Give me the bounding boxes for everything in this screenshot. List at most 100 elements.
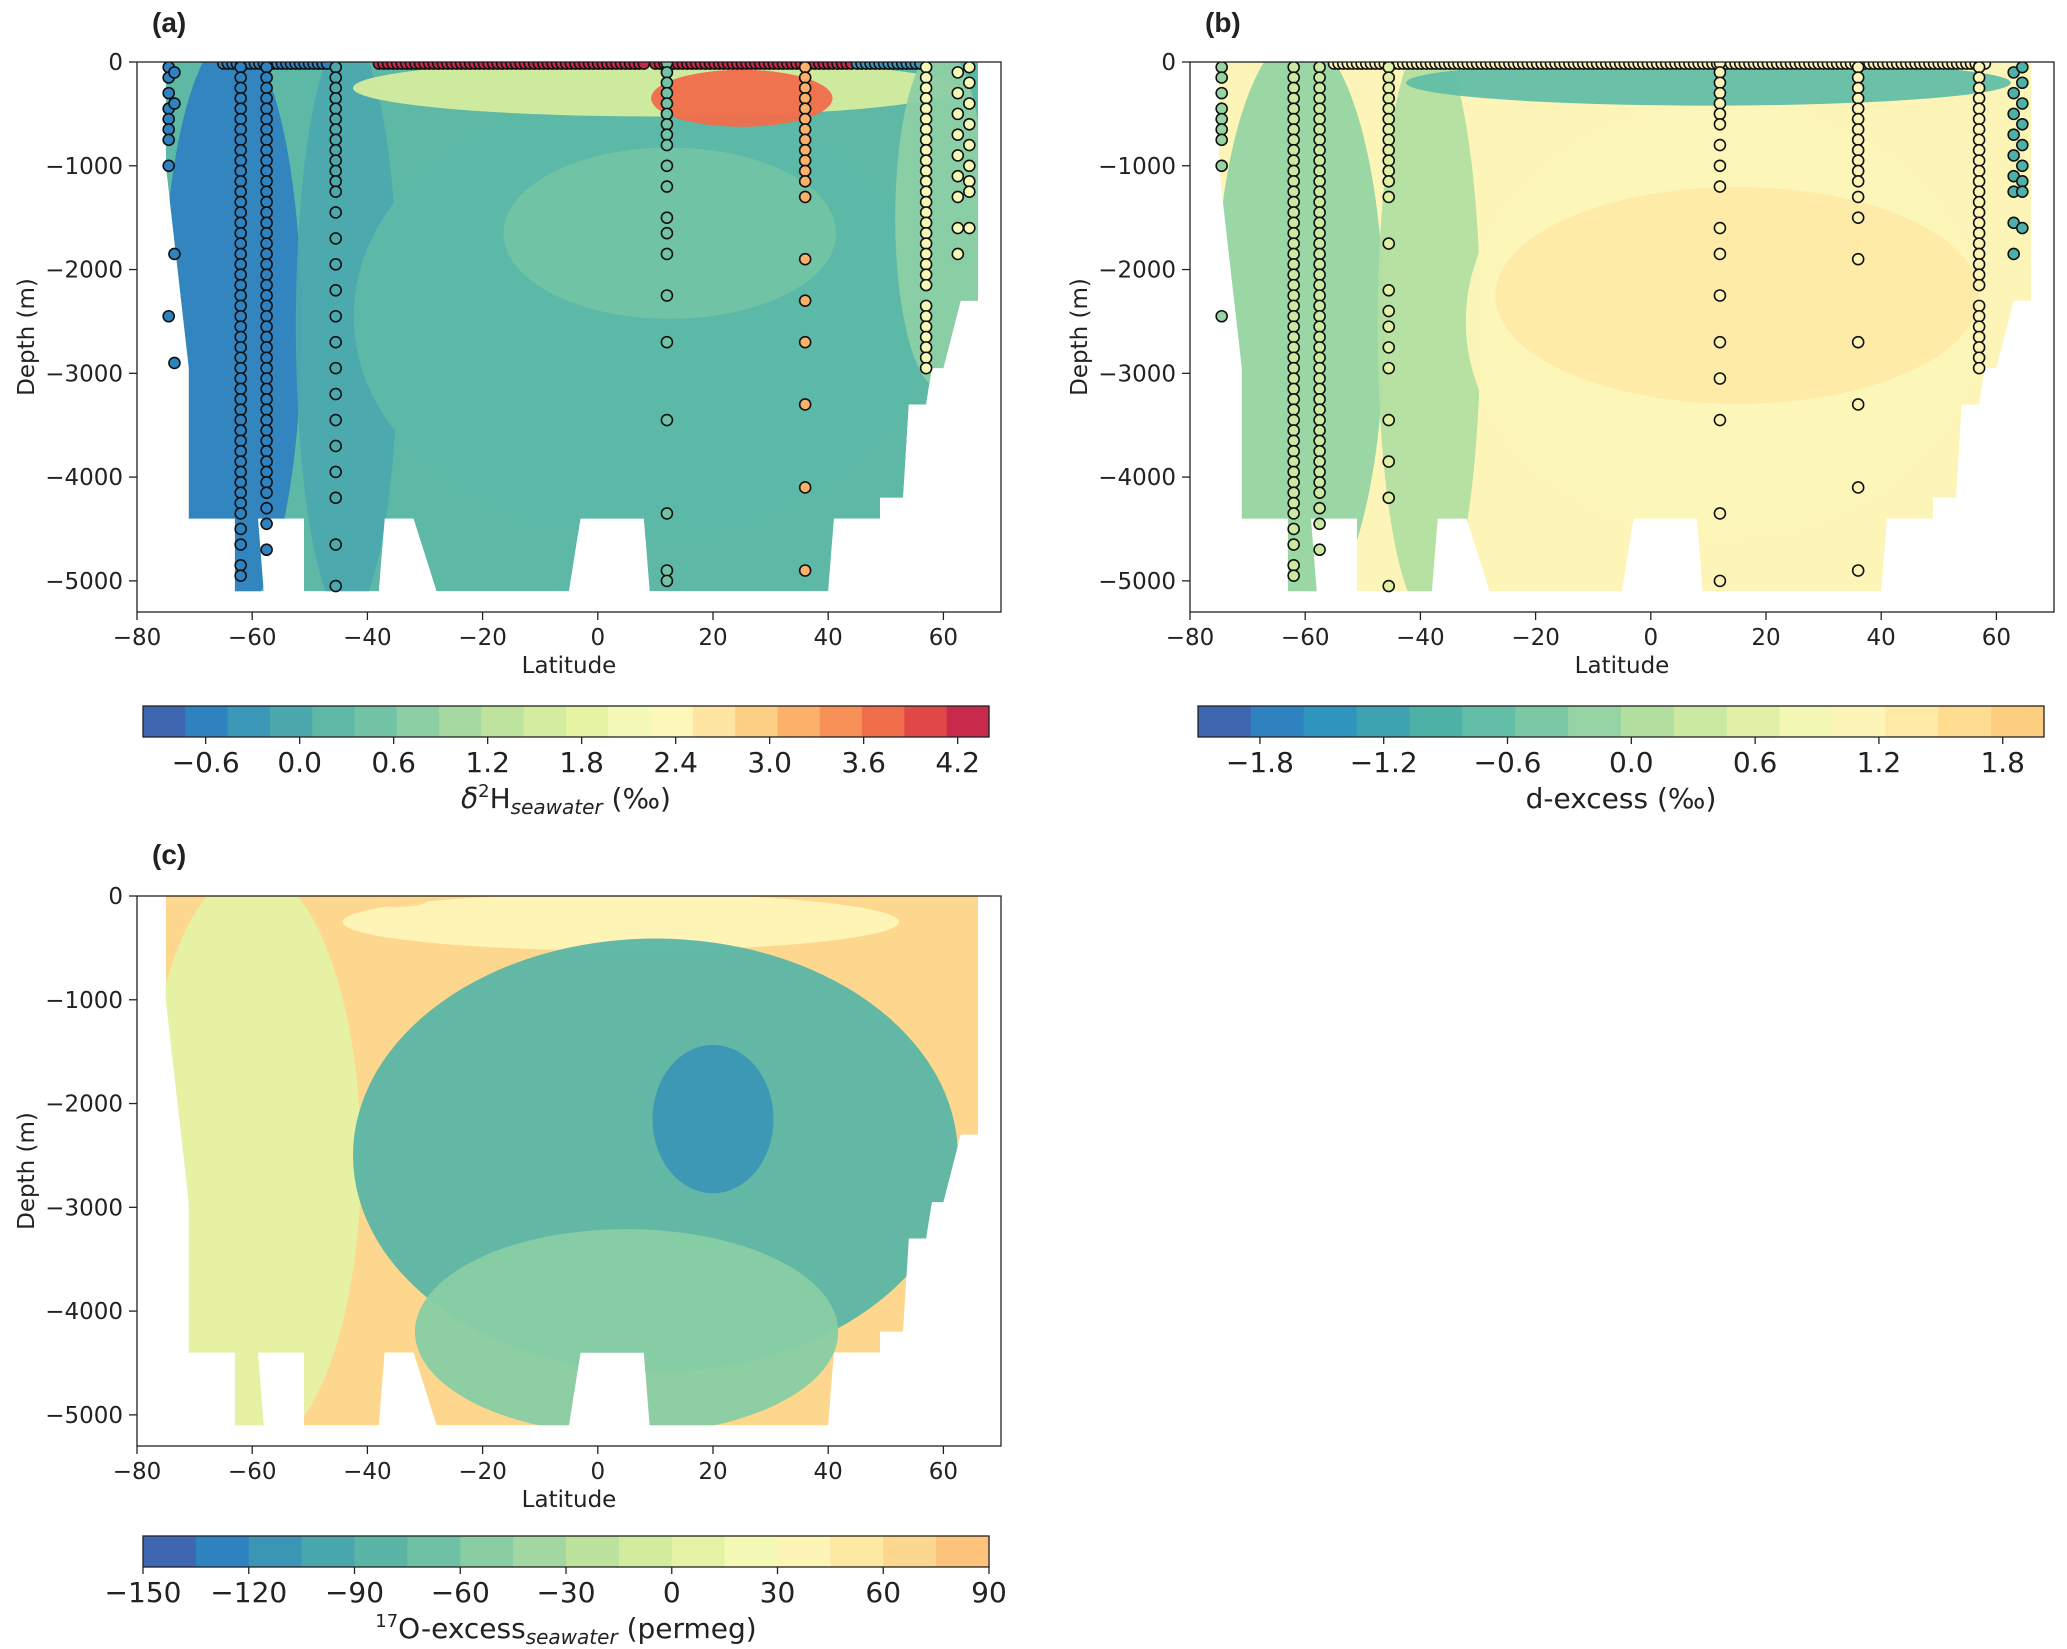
station-sample-marker bbox=[329, 309, 343, 323]
station-sample-marker bbox=[234, 226, 247, 240]
station-sample-marker bbox=[329, 387, 343, 401]
station-sample-marker bbox=[260, 475, 273, 489]
station-sample-marker bbox=[234, 195, 247, 209]
x-axis-label: Latitude bbox=[1575, 653, 1670, 679]
colorbar-segment bbox=[227, 706, 271, 737]
station-sample-marker bbox=[1287, 413, 1300, 427]
station-sample-marker bbox=[162, 159, 175, 173]
station-sample-marker bbox=[1287, 351, 1300, 365]
colorbar-segment bbox=[1198, 706, 1252, 737]
station-sample-marker bbox=[1382, 92, 1396, 105]
station-sample-marker bbox=[260, 226, 273, 240]
station-sample-marker bbox=[1382, 455, 1396, 468]
station-sample-marker bbox=[1972, 226, 1986, 240]
x-tick-label: 40 bbox=[814, 625, 843, 651]
station-sample-marker bbox=[234, 123, 247, 136]
station-sample-marker bbox=[660, 76, 674, 90]
station-sample-marker bbox=[660, 289, 674, 302]
colorbar-segment bbox=[301, 1536, 356, 1567]
station-sample-marker bbox=[260, 372, 273, 385]
colorbar-segment bbox=[185, 706, 229, 737]
station-sample-marker bbox=[162, 309, 175, 323]
station-sample-marker bbox=[1287, 496, 1300, 510]
station-sample-marker bbox=[1313, 278, 1326, 292]
station-sample-marker bbox=[798, 81, 812, 95]
station-sample-marker bbox=[1382, 71, 1396, 84]
colorbar-label: d-excess (‰) bbox=[1526, 782, 1717, 815]
station-sample-marker bbox=[1851, 133, 1865, 147]
colorbar-segment bbox=[692, 706, 736, 737]
colorbar-tick-label: −0.6 bbox=[172, 746, 240, 779]
colorbar-tick-label: 0 bbox=[663, 1576, 681, 1609]
station-sample-marker bbox=[1287, 382, 1300, 396]
colorbar-tick-label: −150 bbox=[105, 1576, 182, 1609]
colorbar-tick-label: −90 bbox=[325, 1576, 384, 1609]
station-sample-marker bbox=[919, 341, 933, 354]
station-sample-marker bbox=[919, 164, 933, 178]
station-sample-marker bbox=[1313, 175, 1326, 188]
station-sample-marker bbox=[329, 123, 343, 136]
panel-letter: (c) bbox=[152, 839, 186, 870]
station-sample-marker bbox=[168, 356, 181, 370]
station-sample-marker bbox=[1287, 361, 1300, 375]
colorbar-segment bbox=[946, 706, 990, 737]
colorbar-segment bbox=[439, 706, 482, 737]
panel-letter: (b) bbox=[1205, 7, 1241, 38]
axes-frame bbox=[136, 895, 1002, 1447]
colorbar-segment bbox=[777, 1536, 831, 1567]
colorbar-segment bbox=[777, 706, 821, 737]
station-sample-marker bbox=[1851, 481, 1865, 494]
station-sample-marker bbox=[2016, 185, 2029, 199]
colorbar-segment bbox=[1726, 706, 1781, 737]
station-sample-marker bbox=[1972, 195, 1986, 209]
station-sample-marker bbox=[660, 574, 674, 588]
x-tick-label: 40 bbox=[814, 1459, 843, 1485]
station-sample-marker bbox=[1972, 133, 1986, 147]
y-tick-label: −1000 bbox=[1098, 154, 1176, 180]
colorbar-tick-label: 3.6 bbox=[841, 746, 886, 779]
y-tick-label: −3000 bbox=[45, 361, 123, 387]
x-tick-label: −80 bbox=[113, 625, 162, 651]
station-sample-marker bbox=[1382, 284, 1396, 297]
station-sample-marker bbox=[1287, 486, 1300, 499]
station-sample-marker bbox=[2016, 159, 2029, 173]
station-sample-marker bbox=[1713, 76, 1727, 90]
station-sample-marker bbox=[660, 159, 674, 173]
field-region bbox=[1377, 62, 1481, 592]
station-sample-marker bbox=[1972, 112, 1986, 126]
station-sample-marker bbox=[1215, 123, 1228, 136]
colorbar-segment bbox=[862, 706, 905, 737]
station-sample-marker bbox=[919, 247, 933, 261]
station-sample-marker bbox=[1287, 559, 1300, 572]
colorbar-tick-label: 4.2 bbox=[935, 746, 980, 779]
station-sample-marker bbox=[329, 538, 343, 551]
station-sample-marker bbox=[234, 403, 247, 416]
station-sample-marker bbox=[1287, 247, 1300, 261]
station-sample-marker bbox=[260, 185, 273, 199]
colorbar-segment bbox=[248, 1536, 303, 1567]
station-sample-marker bbox=[919, 320, 933, 333]
station-sample-marker bbox=[260, 330, 273, 344]
station-sample-marker bbox=[1215, 102, 1228, 115]
y-tick-label: 0 bbox=[108, 50, 123, 76]
colorbar-tick-label: −1.8 bbox=[1226, 746, 1294, 779]
station-sample-marker bbox=[1713, 66, 1727, 79]
contour-field bbox=[165, 62, 979, 592]
colorbar-segment bbox=[143, 1536, 197, 1567]
station-sample-marker bbox=[2016, 138, 2029, 152]
station-sample-marker bbox=[260, 455, 273, 468]
station-sample-marker bbox=[1713, 107, 1727, 121]
station-sample-marker bbox=[1382, 413, 1396, 427]
x-tick-label: 20 bbox=[1751, 625, 1780, 651]
panel-1: (a) −80 −60 −40 −20 0 20 40 60 0 −1000 −2000 −3000 −4… bbox=[14, 7, 1002, 819]
station-sample-marker bbox=[1313, 444, 1326, 458]
colorbar-tick-label: 3.0 bbox=[747, 746, 792, 779]
colorbar-tick-label: −0.6 bbox=[1474, 746, 1542, 779]
station-sample-marker bbox=[329, 465, 343, 479]
colorbar-tick-label: 0.0 bbox=[277, 746, 322, 779]
station-sample-marker bbox=[1851, 175, 1865, 188]
station-sample-marker bbox=[660, 128, 674, 141]
station-sample-marker bbox=[1382, 81, 1396, 95]
station-sample-marker bbox=[234, 330, 247, 344]
station-sample-marker bbox=[1851, 252, 1865, 266]
